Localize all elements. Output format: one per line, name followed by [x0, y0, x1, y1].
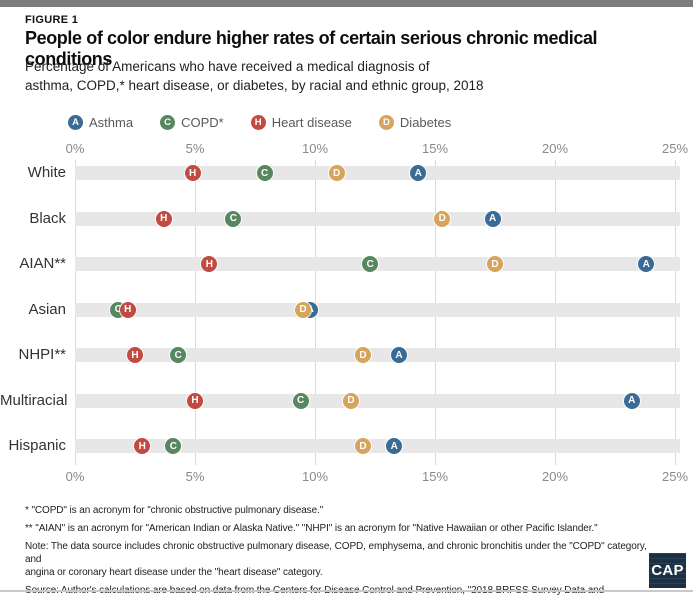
category-label-white: White [27, 164, 66, 181]
marker-diabetes-aian: D [487, 256, 503, 272]
marker-asthma-nhpi: A [391, 347, 407, 363]
cap-logo: CAP [649, 553, 686, 588]
row-band-asian [75, 302, 680, 317]
heart-disease-marker-icon: H [250, 115, 266, 130]
marker-diabetes-hispanic: D [355, 438, 371, 454]
marker-diabetes-white: D [328, 165, 345, 181]
legend-label: Heart disease [271, 115, 352, 130]
category-label-multiracial: Multiracial [0, 391, 68, 409]
x-axis-bottom-tick-label: 25% [661, 469, 689, 484]
marker-copd-nhpi: C [170, 347, 187, 363]
x-axis-top-tick-label: 20% [541, 141, 569, 156]
asthma-marker-icon: A [68, 115, 83, 130]
chart-subtitle: Percentage of Americans who have receive… [25, 59, 484, 93]
row-band-hispanic [75, 439, 680, 453]
x-axis-bottom-tick-label: 15% [421, 469, 449, 484]
copd--marker-icon: C [160, 115, 176, 130]
legend-label: COPD* [181, 115, 224, 130]
marker-heart-disease-white: H [184, 165, 201, 181]
legend-label: Diabetes [399, 115, 452, 130]
x-axis-top-tick-label: 0% [65, 141, 85, 156]
marker-asthma-aian: A [638, 256, 655, 272]
diabetes-marker-icon: D [378, 115, 394, 130]
marker-heart-disease-hispanic: H [134, 438, 151, 454]
marker-copd-hispanic: C [165, 438, 182, 454]
marker-copd-black: C [225, 210, 242, 227]
x-axis-top-tick-label: 25% [661, 141, 689, 156]
legend-label: Asthma [89, 115, 134, 130]
category-label-asian: Asian [28, 300, 66, 318]
row-band-multiracial [75, 393, 680, 408]
x-axis-bottom-tick-label: 5% [185, 469, 205, 484]
marker-diabetes-multiracial: D [343, 392, 359, 409]
marker-copd-multiracial: C [292, 392, 309, 409]
marker-heart-disease-nhpi: H [127, 347, 143, 363]
bottom-rule [0, 590, 693, 592]
x-axis-bottom-tick-label: 20% [541, 469, 569, 484]
footnote-1: * "COPD" is an acronym for "chronic obst… [25, 505, 324, 516]
footnote-3: Note: The data source includes chronic o… [25, 541, 647, 578]
top-rule [0, 0, 693, 7]
category-label-hispanic: Hispanic [8, 437, 66, 454]
marker-asthma-black: A [484, 210, 501, 227]
footnote-2: ** "AIAN" is an acronym for "American In… [25, 523, 598, 534]
figure-number-label: FIGURE 1 [25, 14, 79, 26]
category-label-black: Black [29, 209, 66, 227]
marker-diabetes-asian: D [295, 301, 311, 318]
legend-item-heart-disease: H Heart disease [250, 115, 352, 130]
marker-heart-disease-aian: H [201, 256, 218, 272]
row-band-nhpi [75, 348, 680, 362]
marker-heart-disease-asian: H [119, 301, 136, 318]
footnotes: * "COPD" is an acronym for "chronic obst… [25, 504, 665, 595]
marker-copd-white: C [256, 165, 273, 181]
x-axis-top-tick-label: 10% [301, 141, 329, 156]
marker-heart-disease-multiracial: H [187, 392, 203, 409]
marker-asthma-hispanic: A [386, 438, 403, 454]
x-axis-top-tick-label: 15% [421, 141, 449, 156]
legend-item-asthma: A Asthma [68, 115, 133, 130]
x-axis-bottom-tick-label: 0% [65, 469, 85, 484]
marker-heart-disease-black: H [155, 210, 172, 227]
marker-asthma-multiracial: A [623, 392, 640, 409]
marker-diabetes-nhpi: D [355, 347, 371, 363]
chart-title: People of color endure higher rates of c… [25, 28, 598, 69]
legend: A Asthma C COPD* H Heart disease D Diabetes [68, 115, 451, 130]
marker-diabetes-black: D [434, 210, 451, 227]
category-label-nhpi: NHPI** [18, 346, 66, 363]
marker-copd-aian: C [362, 256, 379, 272]
category-label-aian: AIAN** [19, 255, 66, 272]
legend-item-copd-: C COPD* [160, 115, 224, 130]
row-band-white [75, 166, 680, 180]
x-axis-top-tick-label: 5% [185, 141, 205, 156]
dot-plot: 0% 0% 5% 5% 10% 10% 15% 15% 20% 20% 25% 25% White Bla… [0, 140, 693, 488]
marker-asthma-white: A [410, 165, 427, 181]
legend-item-diabetes: D Diabetes [378, 115, 452, 130]
x-axis-bottom-tick-label: 10% [301, 469, 329, 484]
